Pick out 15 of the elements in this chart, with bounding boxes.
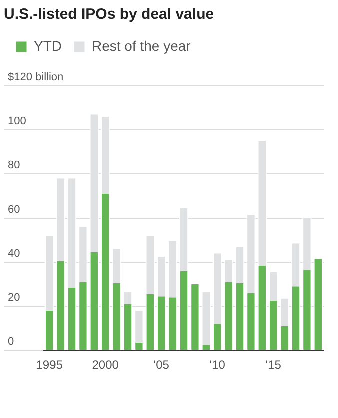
chart-title: U.S.-listed IPOs by deal value [4, 6, 214, 24]
y-tick-label: 40 [8, 248, 20, 260]
y-tick-label: 100 [8, 116, 26, 128]
x-tick-label: '15 [266, 358, 282, 372]
legend-label: Rest of the year [92, 38, 192, 54]
y-tick-label: 80 [8, 160, 20, 172]
x-tick-label: 2000 [92, 358, 120, 372]
y-tick-label: 20 [8, 292, 20, 304]
y-tick-label: 0 [8, 336, 14, 348]
y-tick-label: $120 billion [8, 72, 64, 84]
legend-label: YTD [34, 38, 62, 54]
x-tick-label: '05 [154, 358, 170, 372]
x-tick-label: 1995 [36, 358, 64, 372]
x-tick-label: '10 [210, 358, 226, 372]
y-tick-label: 60 [8, 204, 20, 216]
